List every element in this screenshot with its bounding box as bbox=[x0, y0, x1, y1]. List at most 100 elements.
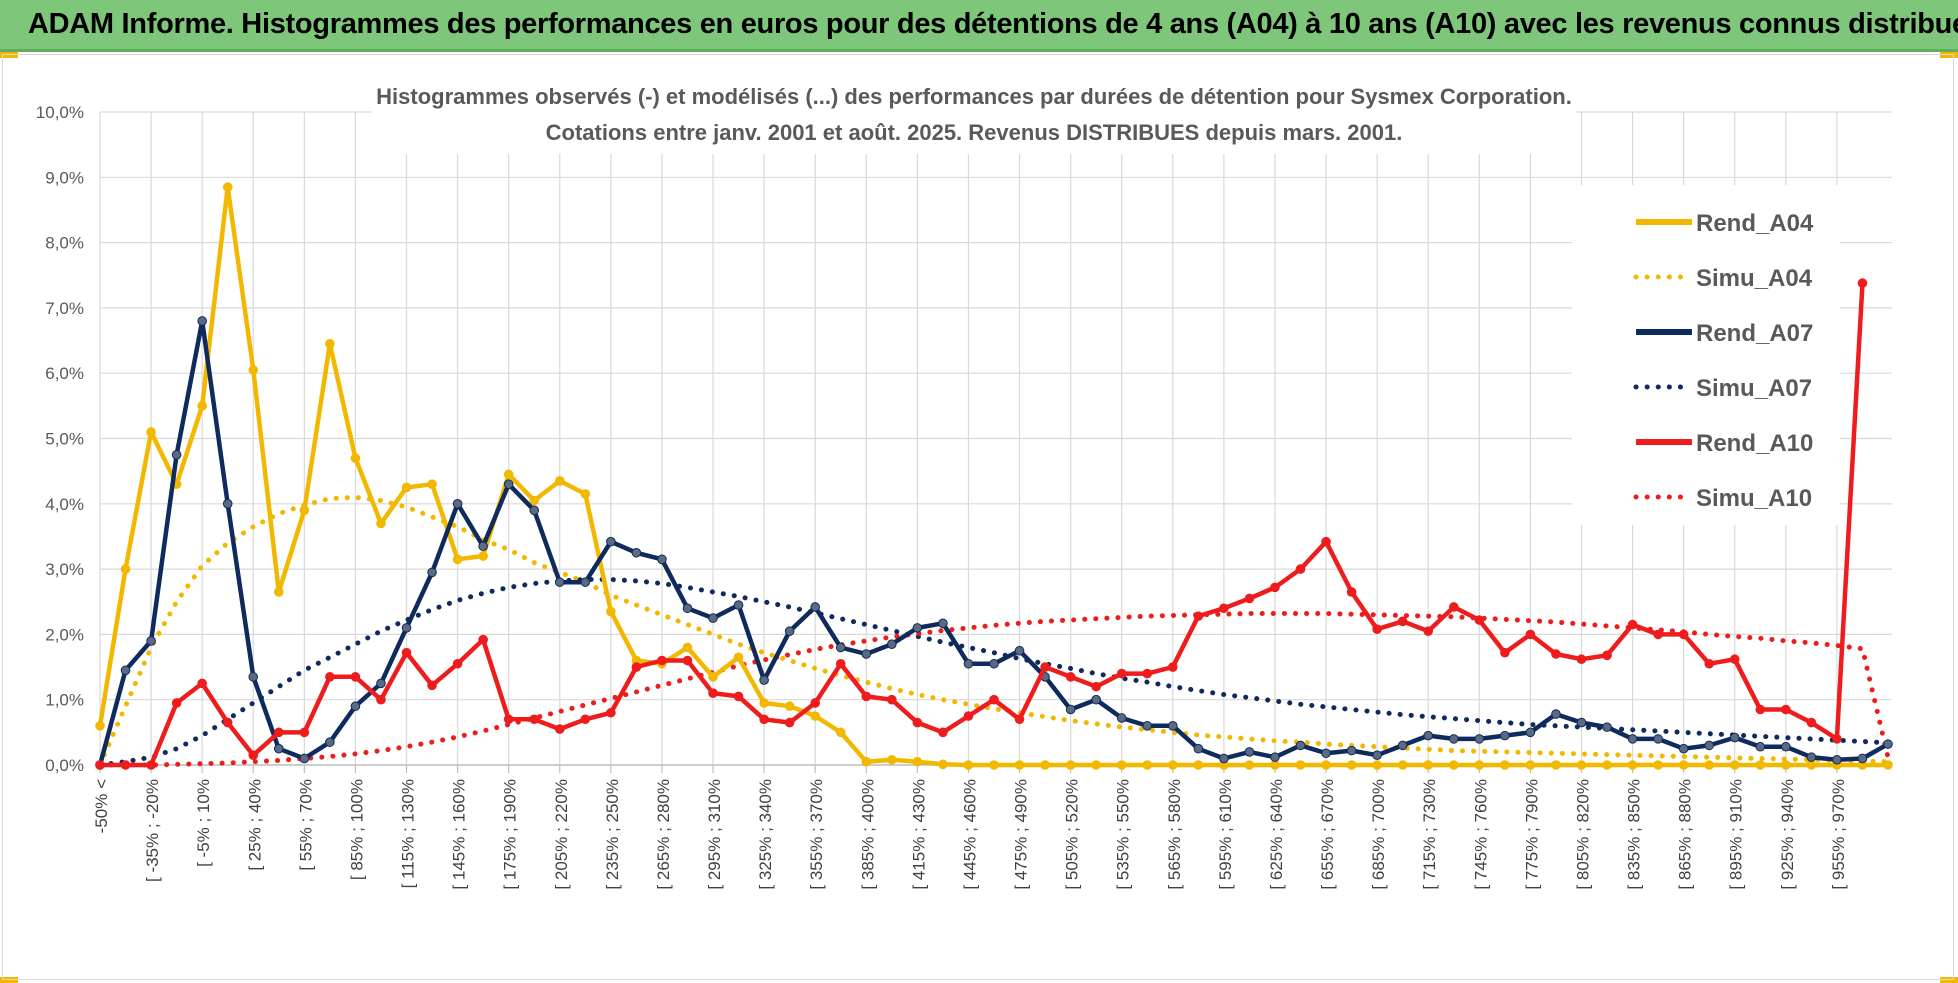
y-tick-label: 5,0% bbox=[45, 430, 84, 449]
series-line-rend-a10 bbox=[100, 282, 1865, 768]
data-point-rend-a07 bbox=[1423, 730, 1434, 741]
data-point-rend-a04 bbox=[222, 182, 233, 192]
data-point-rend-a07 bbox=[554, 577, 565, 587]
data-point-rend-a10 bbox=[146, 760, 156, 770]
data-point-rend-a10 bbox=[1551, 649, 1561, 659]
x-tick-label: [ 355% ; 370% bbox=[807, 779, 826, 890]
data-point-rend-a04 bbox=[1525, 760, 1536, 770]
data-point-rend-a10 bbox=[529, 714, 540, 725]
data-point-rend-a10 bbox=[1500, 647, 1510, 658]
x-tick-label: -50% < bbox=[92, 779, 111, 833]
x-tick-label: [ 895% ; 910% bbox=[1727, 779, 1746, 890]
corner-accent-bottom-right bbox=[1940, 977, 1958, 983]
data-point-rend-a07 bbox=[1142, 721, 1153, 731]
data-point-rend-a04 bbox=[1551, 760, 1561, 770]
data-point-rend-a10 bbox=[1091, 681, 1101, 692]
x-tick-label: [ 205% ; 220% bbox=[552, 779, 571, 890]
data-point-rend-a07 bbox=[1806, 752, 1817, 762]
data-point-rend-a10 bbox=[1168, 662, 1178, 672]
data-point-rend-a10 bbox=[1346, 587, 1357, 597]
data-point-rend-a04 bbox=[299, 505, 310, 516]
data-point-rend-a10 bbox=[963, 711, 974, 721]
data-point-rend-a10 bbox=[657, 655, 667, 666]
data-point-rend-a07 bbox=[376, 678, 386, 689]
data-point-rend-a04 bbox=[1755, 760, 1766, 770]
data-point-rend-a10 bbox=[1014, 714, 1025, 725]
x-tick-label: [ 475% ; 490% bbox=[1012, 779, 1031, 890]
data-point-rend-a07 bbox=[1397, 740, 1408, 751]
x-tick-label: [ -5% ; 10% bbox=[194, 779, 213, 867]
data-point-rend-a10 bbox=[835, 658, 846, 669]
data-point-rend-a07 bbox=[1832, 754, 1842, 765]
y-tick-label: 2,0% bbox=[45, 625, 84, 644]
x-tick-label: [ 835% ; 850% bbox=[1625, 779, 1644, 890]
data-point-rend-a04 bbox=[1653, 760, 1663, 770]
data-point-rend-a10 bbox=[1806, 717, 1817, 728]
data-point-rend-a04 bbox=[401, 482, 412, 493]
data-point-rend-a10 bbox=[989, 694, 999, 705]
data-point-rend-a10 bbox=[1397, 616, 1408, 627]
data-point-rend-a07 bbox=[1627, 734, 1638, 744]
series-line-simu-a10 bbox=[97, 611, 1891, 768]
data-point-rend-a04 bbox=[810, 711, 821, 721]
y-tick-label: 6,0% bbox=[45, 364, 84, 383]
data-point-rend-a10 bbox=[1653, 629, 1663, 640]
data-point-rend-a10 bbox=[274, 727, 284, 738]
x-tick-label: [ 445% ; 460% bbox=[960, 779, 979, 890]
data-point-rend-a07 bbox=[1755, 741, 1766, 752]
data-point-rend-a10 bbox=[1576, 654, 1587, 665]
data-point-rend-a04 bbox=[350, 453, 361, 463]
data-point-rend-a10 bbox=[1755, 704, 1766, 715]
data-point-rend-a04 bbox=[1270, 760, 1280, 770]
data-point-rend-a04 bbox=[1602, 760, 1612, 770]
data-point-rend-a07 bbox=[861, 649, 872, 659]
y-tick-label: 3,0% bbox=[45, 560, 84, 579]
legend-label-simu-a07: Simu_A07 bbox=[1696, 375, 1812, 402]
data-point-rend-a07 bbox=[1448, 734, 1459, 744]
data-point-rend-a04 bbox=[1321, 760, 1331, 770]
chart-subtitle: Cotations entre janv. 2001 et août. 2025… bbox=[546, 120, 1403, 145]
data-point-rend-a04 bbox=[682, 642, 693, 653]
data-point-rend-a07 bbox=[427, 567, 437, 578]
data-point-rend-a07 bbox=[1014, 645, 1025, 656]
legend-backdrop bbox=[1572, 185, 1840, 525]
data-point-rend-a10 bbox=[1448, 602, 1459, 612]
legend-label-simu-a04: Simu_A04 bbox=[1696, 265, 1813, 292]
data-point-rend-a04 bbox=[1091, 760, 1101, 770]
x-tick-label: [ 385% ; 400% bbox=[858, 779, 877, 890]
data-point-rend-a04 bbox=[1244, 760, 1255, 770]
data-point-rend-a07 bbox=[887, 639, 897, 649]
data-point-rend-a10 bbox=[95, 760, 105, 770]
data-point-rend-a04 bbox=[120, 564, 131, 574]
data-point-rend-a04 bbox=[989, 760, 999, 770]
data-point-rend-a07 bbox=[1091, 694, 1101, 705]
data-point-rend-a10 bbox=[1040, 662, 1050, 672]
data-point-rend-a07 bbox=[606, 536, 616, 547]
data-point-rend-a10 bbox=[1857, 278, 1868, 288]
data-point-rend-a10 bbox=[401, 647, 412, 658]
data-point-rend-a10 bbox=[912, 717, 923, 728]
x-tick-label: [ 595% ; 610% bbox=[1216, 779, 1235, 890]
data-point-rend-a10 bbox=[631, 662, 642, 672]
data-point-rend-a04 bbox=[835, 727, 846, 738]
data-point-rend-a10 bbox=[1781, 704, 1791, 715]
data-point-rend-a07 bbox=[274, 743, 284, 754]
x-tick-label: [ 685% ; 700% bbox=[1369, 779, 1388, 890]
data-point-rend-a10 bbox=[120, 760, 131, 770]
data-point-rend-a10 bbox=[554, 724, 565, 734]
data-point-rend-a10 bbox=[810, 698, 821, 708]
data-point-rend-a07 bbox=[222, 499, 233, 509]
data-point-rend-a07 bbox=[1653, 734, 1663, 744]
data-point-rend-a10 bbox=[1525, 629, 1536, 640]
data-point-rend-a04 bbox=[1500, 760, 1510, 770]
data-point-rend-a04 bbox=[580, 489, 591, 499]
x-tick-label: [ 745% ; 760% bbox=[1471, 779, 1490, 890]
data-point-rend-a10 bbox=[478, 634, 488, 645]
y-tick-label: 8,0% bbox=[45, 234, 84, 253]
data-point-rend-a04 bbox=[1014, 760, 1025, 770]
data-point-rend-a04 bbox=[1397, 760, 1408, 770]
data-point-rend-a04 bbox=[1729, 760, 1740, 770]
x-tick-label: [ 775% ; 790% bbox=[1522, 779, 1541, 890]
data-point-rend-a04 bbox=[95, 721, 105, 731]
data-point-rend-a07 bbox=[452, 499, 463, 509]
